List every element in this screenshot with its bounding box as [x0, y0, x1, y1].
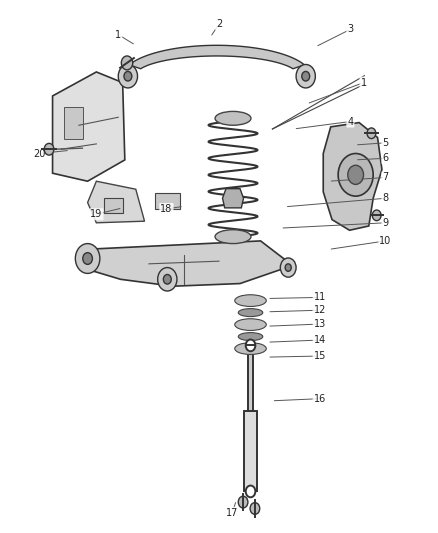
Polygon shape: [223, 189, 244, 208]
Text: 4: 4: [347, 117, 353, 126]
Text: 3: 3: [347, 25, 353, 34]
Text: 13: 13: [314, 319, 326, 329]
Circle shape: [348, 165, 364, 184]
Circle shape: [238, 496, 248, 508]
Text: 8: 8: [382, 193, 389, 203]
Bar: [244, 411, 257, 491]
Polygon shape: [83, 241, 293, 286]
Circle shape: [83, 253, 92, 264]
Circle shape: [246, 340, 255, 351]
Bar: [155, 193, 180, 209]
Polygon shape: [88, 181, 145, 223]
Bar: [104, 198, 123, 213]
Circle shape: [121, 56, 133, 70]
Circle shape: [158, 268, 177, 291]
Text: 6: 6: [382, 154, 389, 163]
Text: 9: 9: [382, 218, 389, 228]
Text: 15: 15: [314, 351, 326, 361]
Circle shape: [280, 258, 296, 277]
Text: 10: 10: [379, 236, 392, 246]
Text: 17: 17: [226, 508, 238, 518]
Ellipse shape: [235, 319, 266, 330]
Text: 1: 1: [360, 78, 367, 87]
Ellipse shape: [238, 309, 263, 317]
Text: 11: 11: [314, 293, 326, 302]
Ellipse shape: [235, 343, 266, 354]
Circle shape: [163, 274, 171, 284]
Circle shape: [246, 486, 255, 497]
Circle shape: [285, 264, 291, 271]
Text: 18: 18: [160, 204, 173, 214]
Ellipse shape: [215, 111, 251, 125]
Text: 20: 20: [33, 149, 46, 158]
Text: 1: 1: [115, 30, 121, 39]
Polygon shape: [323, 123, 382, 230]
Circle shape: [372, 210, 381, 221]
Circle shape: [118, 64, 138, 88]
Text: 5: 5: [382, 138, 389, 148]
Ellipse shape: [238, 333, 263, 341]
Circle shape: [75, 244, 100, 273]
Text: 14: 14: [314, 335, 326, 345]
Ellipse shape: [235, 295, 266, 306]
Text: 16: 16: [314, 394, 326, 403]
Text: 19: 19: [90, 209, 102, 219]
Text: 7: 7: [382, 173, 389, 182]
Text: 2: 2: [216, 19, 222, 29]
Circle shape: [296, 64, 315, 88]
Ellipse shape: [215, 230, 251, 244]
Polygon shape: [53, 72, 125, 181]
Bar: [248, 345, 253, 411]
Circle shape: [250, 503, 260, 514]
Circle shape: [44, 143, 54, 155]
Text: 12: 12: [314, 305, 326, 315]
Circle shape: [367, 128, 376, 139]
Circle shape: [124, 71, 132, 81]
Circle shape: [338, 154, 373, 196]
Polygon shape: [129, 45, 304, 69]
Bar: [64, 107, 83, 139]
Circle shape: [302, 71, 310, 81]
